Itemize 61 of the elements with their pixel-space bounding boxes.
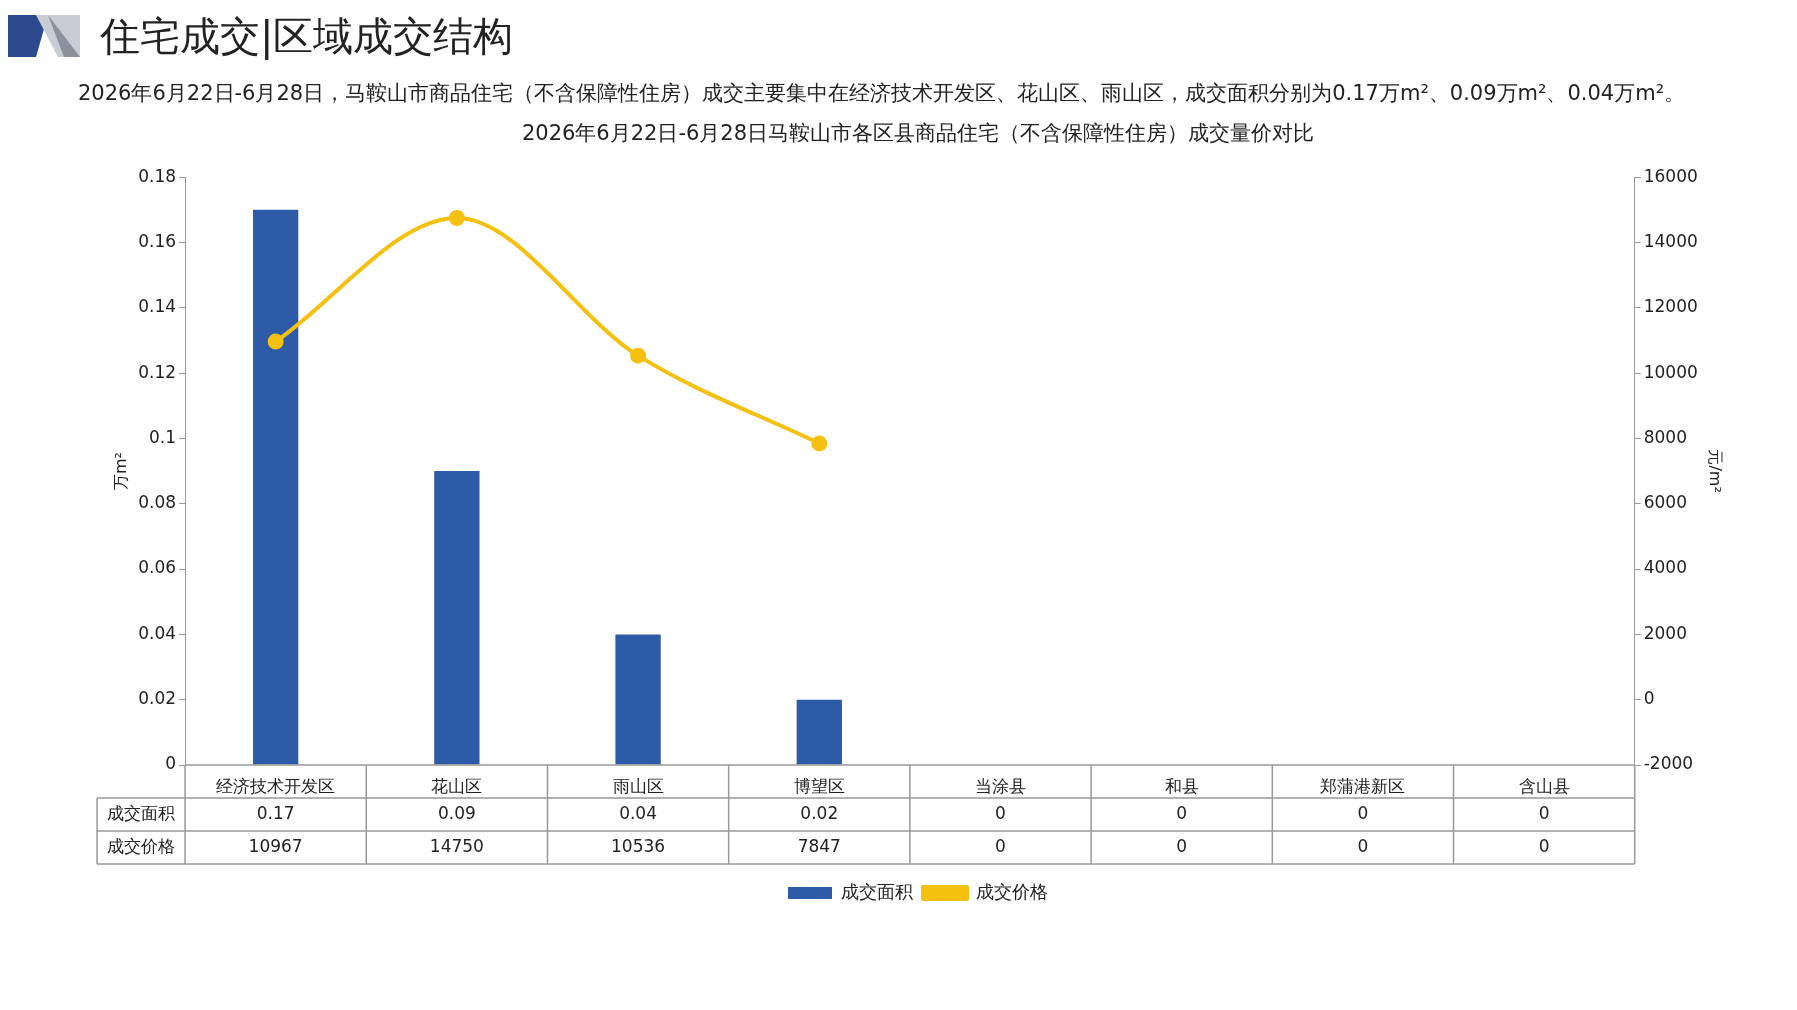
bar xyxy=(615,634,661,765)
y2-tick-label: 8000 xyxy=(1643,427,1687,448)
data-label: 0.17 xyxy=(256,803,295,824)
text: 0 xyxy=(1357,836,1369,857)
y-tick-label: 0.18 xyxy=(138,166,177,187)
y2-tick-label: 10000 xyxy=(1643,361,1698,382)
legend-label: 成交面积 xyxy=(841,881,913,903)
point xyxy=(267,333,284,350)
x-tick-label: 经济技术开发区 xyxy=(216,776,336,797)
text: 住宅成交|区域成交结构 xyxy=(100,11,514,62)
y-tick-label: 0 xyxy=(165,753,177,774)
data-label: 14750 xyxy=(429,836,484,857)
x-tick-label: 含山县 xyxy=(1518,776,1570,797)
chart-title: 2026年6月22日-6月28日马鞍山市各区县商品住宅（不含保障性住房）成交量价对比 xyxy=(521,121,1315,146)
legend-label: 成交价格 xyxy=(976,881,1048,903)
data-label: 0 xyxy=(1176,803,1188,824)
y2-tick-label: 14000 xyxy=(1643,231,1698,252)
x-tick-label: 博望区 xyxy=(793,776,845,797)
data-label: 0.09 xyxy=(437,803,476,824)
y2-tick-label: 16000 xyxy=(1643,166,1698,187)
data-label: 0.04 xyxy=(619,803,657,824)
y-tick-label: 0.16 xyxy=(138,231,177,252)
text: 成交面积 xyxy=(107,803,176,824)
point xyxy=(811,435,828,452)
bar xyxy=(796,700,842,765)
y-tick-label: 0.02 xyxy=(138,688,177,709)
y-tick-label: 0.04 xyxy=(138,623,177,644)
text: 0 xyxy=(1176,836,1188,857)
point xyxy=(630,348,647,365)
y-tick-label: 0.1 xyxy=(149,427,177,448)
text: 0 xyxy=(995,836,1006,857)
y-axis-title: 万m² xyxy=(110,452,130,491)
y2-tick-label: 0 xyxy=(1643,688,1655,709)
data-label: 10536 xyxy=(611,836,666,857)
bar xyxy=(253,210,299,765)
y-tick-label: 0.12 xyxy=(138,361,177,382)
x-tick-label: 郑蒲港新区 xyxy=(1320,776,1406,797)
bar xyxy=(434,471,480,765)
y2-axis-title: 元/m² xyxy=(1706,449,1726,494)
x-tick-label: 当涂县 xyxy=(974,776,1026,797)
x-tick-label: 雨山区 xyxy=(612,776,664,797)
y-tick-label: 0.06 xyxy=(138,557,177,578)
y2-tick-label: 6000 xyxy=(1643,492,1687,513)
data-label: 7847 xyxy=(797,836,841,857)
point xyxy=(448,210,465,227)
y2-tick-label: -2000 xyxy=(1643,753,1694,774)
y-tick-label: 0.08 xyxy=(138,492,177,513)
y2-tick-label: 12000 xyxy=(1643,296,1698,317)
text: 0 xyxy=(1538,836,1550,857)
y2-tick-label: 4000 xyxy=(1643,557,1687,578)
x-tick-label: 花山区 xyxy=(431,776,483,797)
data-label: 0.02 xyxy=(800,803,839,824)
text: 2026年6月22日-6月28日，马鞍山市商品住宅（不含保障性住房）成交主要集中在经济技术开发区、花山区、雨山区，成交面积分别为0.17万m²、0.09万m²、0.04万m²。 xyxy=(78,80,1687,107)
y-tick-label: 0.14 xyxy=(138,296,177,317)
data-label: 0 xyxy=(995,803,1006,824)
data-label: 0 xyxy=(1538,803,1550,824)
text: 成交价格 xyxy=(107,836,176,857)
y2-tick-label: 2000 xyxy=(1643,623,1687,644)
x-tick-label: 和县 xyxy=(1164,776,1199,797)
data-label: 10967 xyxy=(248,836,303,857)
data-label: 0 xyxy=(1357,803,1369,824)
